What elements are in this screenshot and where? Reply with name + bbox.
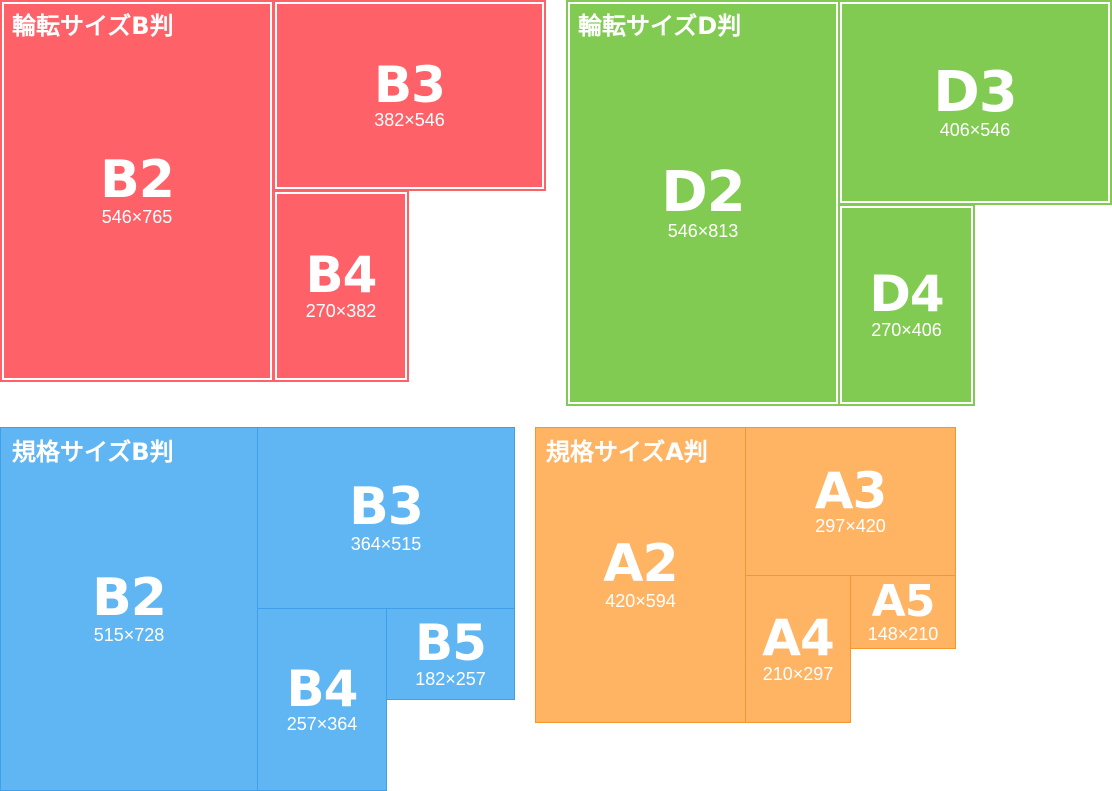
sheet-dimensions: 210×297 — [762, 663, 834, 684]
sheet-label: D4 — [869, 265, 944, 324]
sheet-dimensions: 364×515 — [350, 533, 422, 554]
sheet-dimensions: 270×406 — [871, 319, 942, 340]
sheet-label: B2 — [100, 150, 175, 211]
sheet-label: B4 — [305, 246, 378, 305]
standard-b4-sheet: B4 257×364 — [257, 608, 387, 791]
sheet-label: B5 — [415, 614, 487, 673]
sheet-dimensions: 420×594 — [605, 590, 676, 611]
standard-a2-sheet: A2 420×594 — [535, 427, 746, 723]
standard-b3-sheet: B3 364×515 — [257, 427, 515, 609]
sheet-label: B3 — [374, 55, 446, 114]
sheet-dimensions: 515×728 — [93, 624, 165, 645]
rotary-d4-sheet: D4 270×406 — [838, 204, 975, 406]
group-title: 輪転サイズB判 — [12, 12, 174, 40]
rotary-d2-sheet: D2 546×813 — [566, 0, 840, 406]
sheet-dimensions: 297×420 — [815, 516, 886, 537]
sheet-label: A5 — [871, 576, 936, 628]
sheet-label: D3 — [933, 59, 1017, 125]
sheet-label: A4 — [762, 609, 834, 668]
standard-a4-sheet: A4 210×297 — [745, 575, 851, 723]
sheet-dimensions: 148×210 — [867, 623, 939, 644]
sheet-label: D2 — [661, 160, 745, 226]
group-title: 輪転サイズD判 — [578, 12, 742, 40]
sheet-dimensions: 382×546 — [374, 110, 445, 131]
rotary-b2-sheet: B2 546×765 — [0, 0, 274, 382]
standard-b2-sheet: B2 515×728 — [0, 427, 258, 791]
standard-a3-sheet: A3 297×420 — [745, 427, 956, 576]
rotary-d3-sheet: D3 406×546 — [838, 0, 1112, 205]
sheet-label: A2 — [603, 534, 678, 595]
sheet-dimensions: 257×364 — [286, 714, 358, 735]
group-title: 規格サイズB判 — [12, 438, 174, 466]
group-title: 規格サイズA判 — [546, 438, 708, 466]
sheet-dimensions: 270×382 — [305, 300, 377, 321]
sheet-dimensions: 182×257 — [415, 668, 486, 689]
sheet-dimensions: 546×765 — [101, 206, 173, 227]
standard-a5-sheet: A5 148×210 — [850, 575, 956, 649]
rotary-b3-sheet: B3 382×546 — [273, 0, 546, 191]
sheet-label: B2 — [92, 568, 167, 629]
rotary-b4-sheet: B4 270×382 — [273, 190, 409, 382]
sheet-dimensions: 406×546 — [939, 120, 1011, 141]
sheet-dimensions: 546×813 — [667, 220, 739, 241]
sheet-label: A3 — [814, 461, 887, 520]
sheet-label: B4 — [286, 659, 359, 718]
standard-b5-sheet: B5 182×257 — [386, 608, 515, 700]
sheet-label: B3 — [349, 477, 424, 538]
